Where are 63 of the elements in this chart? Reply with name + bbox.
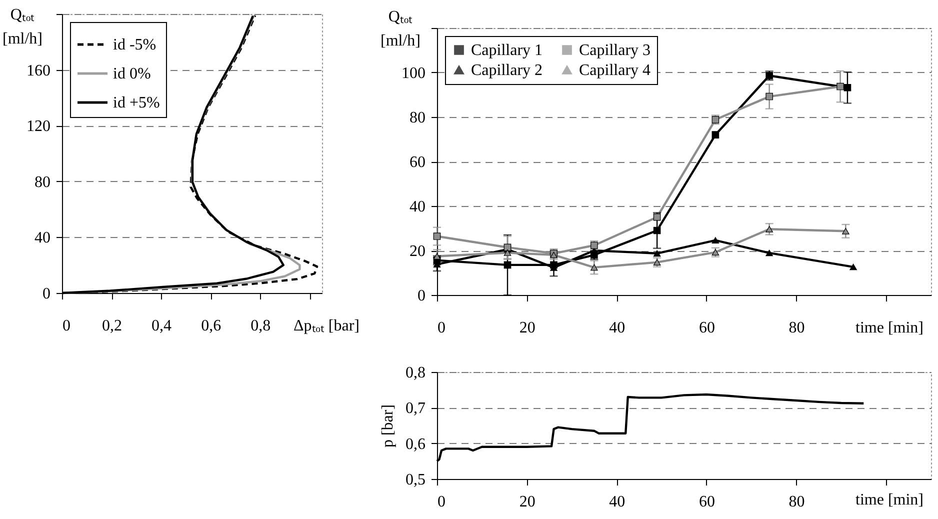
y-tick-label: 80: [34, 174, 50, 191]
legend-label: Capillary 3: [579, 42, 651, 59]
y-tick-label: 0,6: [406, 436, 426, 453]
x-tick-label: 0,6: [201, 318, 222, 334]
x-axis-title: Δpₜₒₜ [bar]: [294, 318, 360, 334]
point: [433, 232, 441, 240]
point: [766, 250, 773, 256]
x-axis-title: time [min]: [856, 320, 924, 336]
y-tick-label: 120: [26, 118, 50, 136]
point: [712, 131, 720, 138]
y-tick-label: 40: [410, 198, 426, 216]
x-tick-label: 0: [438, 320, 446, 336]
point: [590, 242, 598, 250]
x-tick-label: 40: [609, 320, 626, 336]
point: [712, 249, 720, 256]
point: [844, 84, 852, 92]
legend-label: Capillary 2: [471, 62, 543, 79]
point: [653, 226, 661, 234]
point: [766, 92, 773, 100]
x-tick-label: 0,8: [250, 318, 271, 334]
legend-label: id 0%: [113, 66, 151, 82]
x-tick-label: 0: [438, 494, 446, 510]
x-tick-label: 0: [62, 318, 70, 334]
point: [504, 261, 512, 269]
y-tick-label: 40: [34, 230, 50, 247]
x-tick-label: 20: [519, 320, 536, 336]
point: [653, 250, 661, 257]
y-tick-label: 100: [402, 65, 426, 82]
point: [433, 253, 441, 260]
y-tick-label: 20: [410, 243, 426, 260]
legend-label: id +5%: [113, 94, 160, 112]
x-axis-title: time [min]: [856, 492, 924, 508]
point: [504, 250, 512, 256]
x-tick-label: 80: [788, 494, 805, 510]
y-axis-title: p [bar]: [380, 404, 396, 448]
point: [842, 228, 850, 234]
x-tick-label: 0,2: [102, 318, 122, 334]
point: [653, 259, 661, 266]
x-tick-label: 40: [609, 494, 626, 510]
y-tick-label: 0,7: [406, 400, 426, 418]
x-tick-label: 0,4: [152, 318, 172, 334]
y-axis-title: Qₜₒₜ [ml/h]: [2, 6, 42, 48]
y-tick-label: 0: [42, 286, 50, 302]
x-tick-label: 60: [698, 320, 715, 336]
y-tick-label: 0: [418, 288, 426, 304]
y-tick-label: 0,5: [406, 472, 426, 488]
x-tick-label: 80: [788, 320, 805, 336]
legend-label: Capillary 4: [579, 62, 651, 79]
y-tick-label: 160: [26, 62, 50, 80]
y-axis-title: Qₜₒₜ [ml/h]: [380, 8, 420, 50]
point: [590, 264, 598, 271]
x-tick-label: 60: [698, 494, 715, 510]
point: [653, 213, 661, 221]
point: [712, 237, 720, 244]
y-tick-label: 60: [410, 154, 426, 171]
y-tick-label: 80: [410, 110, 426, 126]
point: [836, 82, 844, 90]
y-tick-label: 0,8: [406, 364, 426, 382]
x-tick-label: 20: [519, 494, 536, 510]
point: [850, 264, 857, 270]
legend-label: Capillary 1: [471, 42, 543, 59]
point: [766, 226, 773, 232]
legend-label: id -5%: [113, 36, 156, 54]
